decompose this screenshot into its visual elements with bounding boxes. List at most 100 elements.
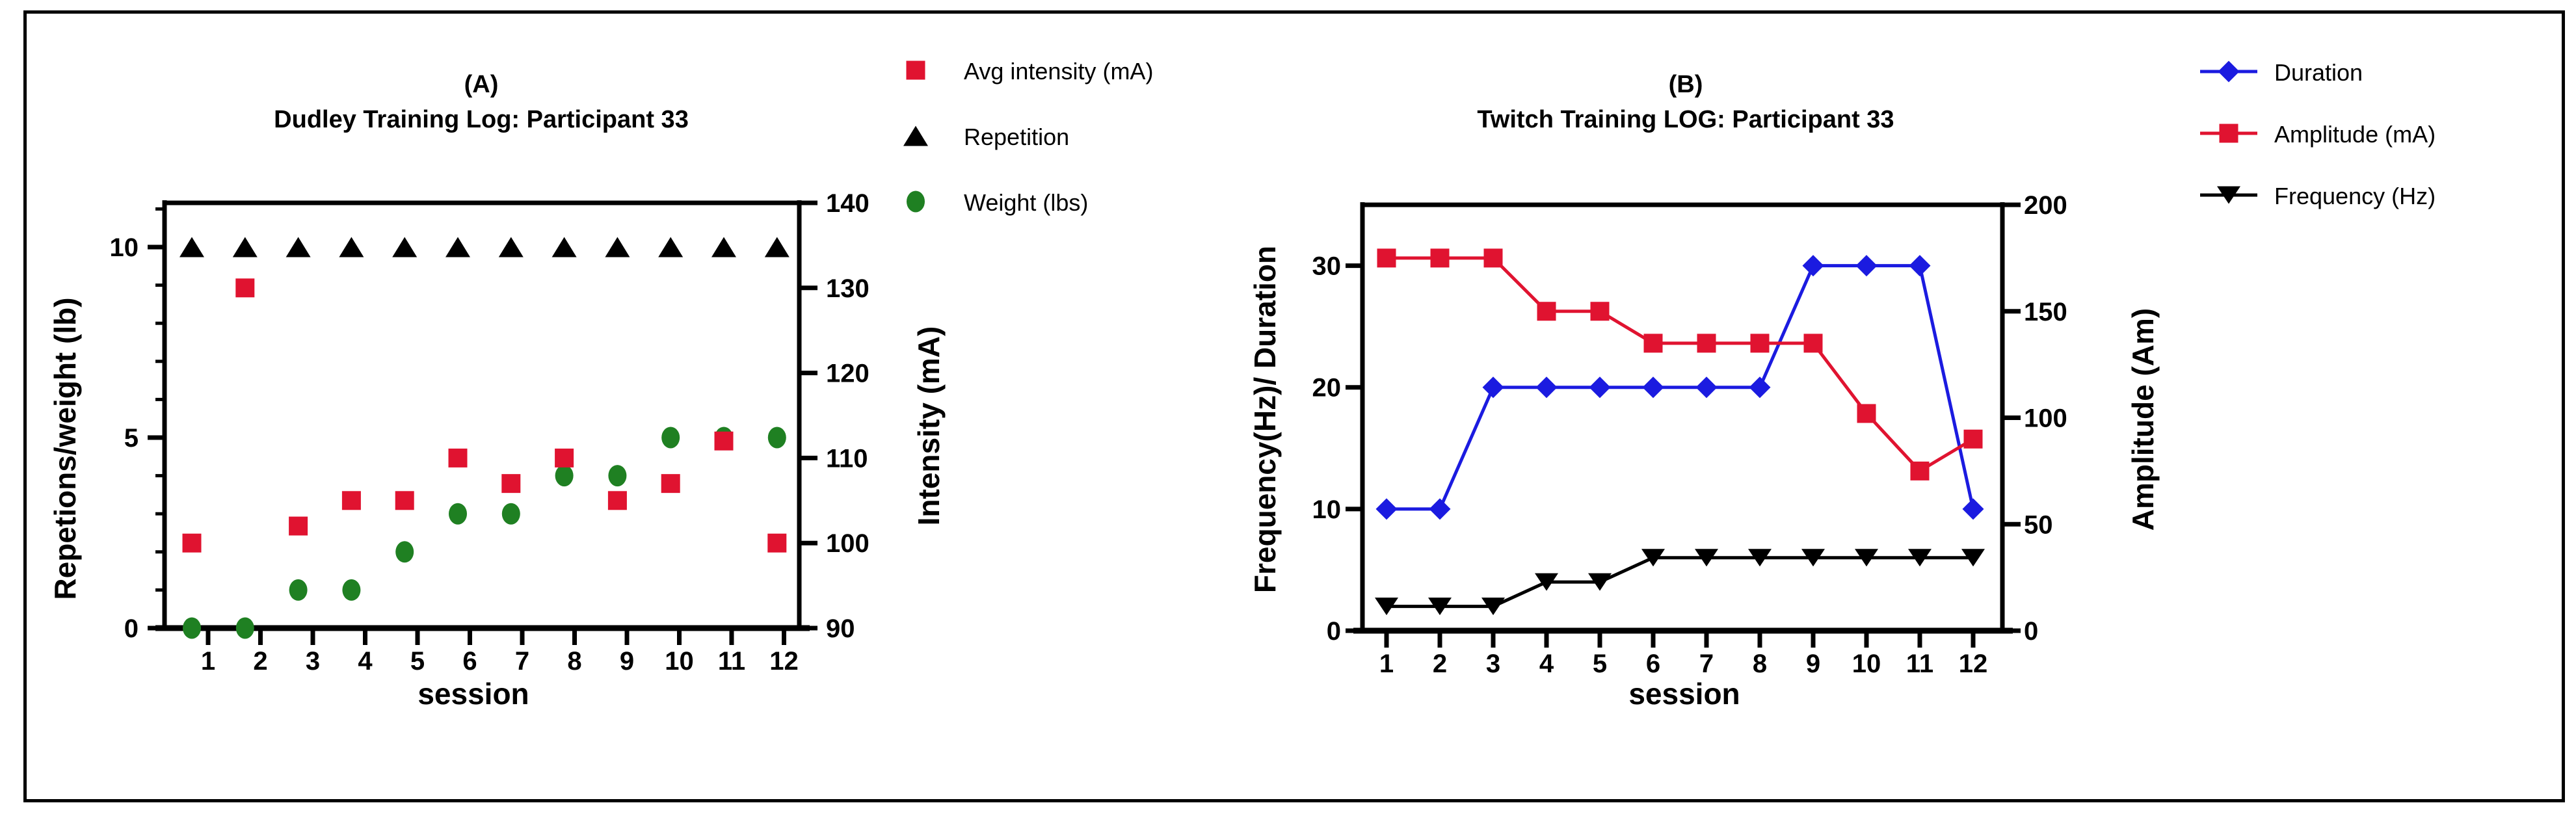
y-right-tick-label: 200 [2024,191,2067,220]
data-point [448,448,468,467]
y-right-tick-label: 90 [826,614,855,643]
data-point [555,448,574,467]
series-weight-lbs [183,427,786,639]
series-line [1387,556,1973,609]
data-point [341,491,361,510]
x-tick-label: 1 [1379,650,1394,678]
data-point [661,474,680,494]
data-point [1483,248,1503,268]
data-point [179,237,204,257]
data-point [1695,376,1718,399]
data-point [661,427,680,449]
series-duration [1375,255,1984,520]
data-point [1802,255,1824,277]
data-point [767,427,786,449]
data-point [1375,598,1398,616]
panel-a-label: (A) [464,71,499,98]
data-point [285,237,311,257]
y-right-tick-label: 100 [826,529,870,558]
red-square-line-icon [2200,119,2257,151]
legend-item-weight: Weight (lbs) [903,187,1153,218]
legend-label: Weight (lbs) [964,189,1089,216]
legend-item-avg-intensity: Avg intensity (mA) [903,56,1153,87]
data-point [1375,498,1398,520]
data-point [2217,186,2240,204]
data-point [1962,498,1984,520]
y-right-tick-label: 100 [2024,404,2067,433]
data-point [1803,334,1823,353]
data-point [1537,302,1556,321]
data-point [342,579,361,601]
panel-b-x-axis-label: session [1628,677,1740,711]
data-point [1750,334,1770,353]
data-point [1801,549,1825,567]
data-point [1855,255,1878,277]
data-point [906,60,925,79]
data-point [607,491,627,510]
series-line [1387,256,1974,473]
panel-b-right-axis-label: Amplitude (Am) [2126,308,2160,531]
data-point [449,503,467,525]
data-point [551,237,577,257]
data-point [1643,334,1663,353]
x-tick-label: 9 [620,647,634,676]
data-point [289,516,308,536]
legend-item-frequency: Frequency (Hz) [2200,182,2436,211]
data-point [235,617,254,639]
panel-a-title-block: (A) Dudley Training Log: Participant 33 [156,70,806,134]
data-point [1961,549,1985,567]
data-point [1588,573,1612,591]
legend-item-amplitude: Amplitude (mA) [2200,120,2436,149]
data-point [235,278,255,298]
data-point [501,474,521,494]
x-tick-label: 8 [567,647,581,676]
data-point [1910,461,1930,480]
blue-diamond-line-icon [2200,57,2257,89]
data-point [1429,498,1451,520]
legend-label: Repetition [964,124,1070,150]
axes [148,200,817,645]
data-point [764,237,790,257]
data-point [658,237,684,257]
data-point [1697,334,1716,353]
data-point [1749,376,1771,399]
x-tick-label: 5 [410,647,425,676]
data-point [1908,549,1932,567]
panel-a-subtitle: Dudley Training Log: Participant 33 [274,106,689,133]
legend-label: Duration [2274,59,2363,86]
panel-b-left-axis-label: Frequency(Hz)/ Duration [1248,245,1282,594]
data-point [183,617,201,639]
data-point [1748,549,1772,567]
y-left-tick-label: 30 [1312,252,1342,281]
green-circle-icon [903,186,931,220]
panel-b-title-block: (B) Twitch Training LOG: Participant 33 [1361,70,2011,134]
x-tick-label: 2 [253,647,267,676]
data-point [1695,549,1718,567]
y-right-tick-label: 140 [826,189,870,218]
data-point [1535,376,1558,399]
black-triangle-icon [903,120,931,155]
x-tick-label: 2 [1433,650,1447,678]
y-left-tick-label: 5 [124,424,139,453]
x-tick-label: 12 [1959,650,1988,678]
axes [1346,202,2021,648]
data-point [903,125,928,146]
x-tick-label: 7 [515,647,529,676]
data-point [1535,573,1558,591]
panel-b-legend: Duration Amplitude (mA) Frequency (Hz) [2200,59,2436,244]
data-point [1481,598,1505,616]
y-left-tick-label: 0 [124,614,139,643]
x-tick-label: 10 [665,647,694,676]
data-point [608,465,627,487]
black-triangle-down-line-icon [2200,181,2257,213]
y-right-tick-label: 120 [826,360,870,388]
data-point [711,237,736,257]
data-point [555,465,574,487]
x-tick-label: 9 [1806,650,1820,678]
data-point [498,237,524,257]
x-tick-label: 1 [201,647,215,676]
data-point [1430,248,1450,268]
data-point [232,237,258,257]
data-point [339,237,364,257]
